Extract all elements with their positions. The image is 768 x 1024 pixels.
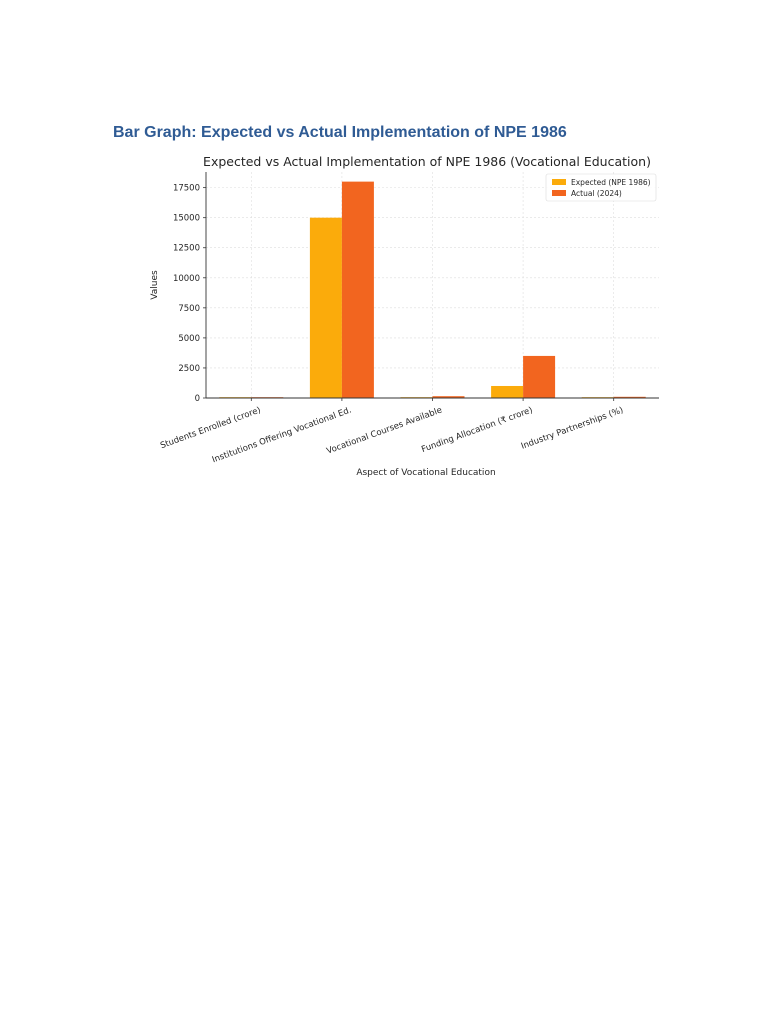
- legend-swatch: [552, 190, 566, 196]
- y-tick-label: 15000: [173, 214, 200, 224]
- grid-lines: [206, 172, 659, 399]
- y-tick-label: 2500: [178, 364, 200, 374]
- bar-actual: [341, 181, 374, 398]
- legend: Expected (NPE 1986) Actual (2024): [545, 173, 657, 202]
- bar-actual: [523, 355, 556, 398]
- y-tick-label: 17500: [173, 184, 200, 194]
- chart-canvas: 0 2500 5000 7500 10000 12500 15000 17500 Studen…: [150, 154, 659, 478]
- legend-swatch: [552, 179, 566, 185]
- y-tick-label: 5000: [178, 334, 200, 344]
- y-axis-label: Values: [150, 270, 160, 300]
- legend-label: Actual (2024): [571, 189, 622, 198]
- y-tick-label: 12500: [173, 244, 200, 254]
- bar-expected: [491, 385, 524, 398]
- legend-label: Expected (NPE 1986): [571, 178, 651, 187]
- x-tick-label: Industry Partnerships (%): [520, 405, 625, 451]
- x-axis-label: Aspect of Vocational Education: [356, 468, 495, 478]
- bar-actual: [432, 396, 465, 398]
- y-tick-label: 10000: [173, 274, 200, 284]
- chart-title: Expected vs Actual Implementation of NPE…: [203, 154, 651, 169]
- y-axis-ticks: 0 2500 5000 7500 10000 12500 15000 17500: [173, 184, 206, 404]
- bar-expected: [309, 217, 342, 398]
- y-tick-label: 7500: [178, 304, 200, 314]
- document-heading: Bar Graph: Expected vs Actual Implementa…: [113, 124, 567, 141]
- legend-box: [545, 173, 657, 202]
- bar-chart: 0 2500 5000 7500 10000 12500 15000 17500 Studen…: [126, 150, 666, 486]
- bar-actual: [613, 396, 646, 398]
- y-tick-label: 0: [195, 394, 200, 404]
- x-axis-ticks: Students Enrolled (crore)Institutions Of…: [159, 398, 625, 465]
